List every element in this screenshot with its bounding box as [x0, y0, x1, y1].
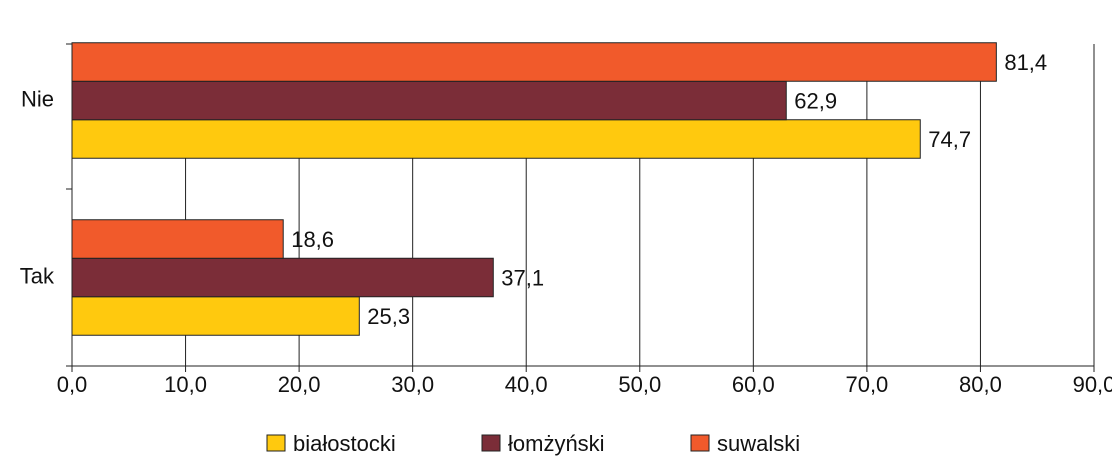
x-tick-label: 30,0	[391, 372, 434, 397]
data-label: 74,7	[928, 127, 971, 152]
x-tick-label: 10,0	[164, 372, 207, 397]
y-tick-label: Tak	[20, 263, 55, 288]
bar	[71, 80, 787, 121]
legend-swatch	[690, 434, 710, 452]
bar	[71, 119, 921, 159]
bar	[71, 42, 997, 82]
x-tick-label: 80,0	[959, 372, 1002, 397]
x-tick-label: 60,0	[732, 372, 775, 397]
x-tick-label: 20,0	[278, 372, 321, 397]
data-label: 25,3	[367, 304, 410, 329]
legend-swatch	[481, 434, 501, 452]
data-label: 81,4	[1004, 50, 1047, 75]
bar	[71, 257, 494, 298]
x-tick-label: 40,0	[505, 372, 548, 397]
data-label: 37,1	[501, 265, 544, 290]
bar	[71, 296, 360, 336]
legend-label: łomżyński	[508, 431, 605, 456]
bar	[71, 219, 284, 259]
legend-swatch	[266, 434, 286, 452]
data-label: 18,6	[291, 227, 334, 252]
x-tick-label: 90,0	[1073, 372, 1112, 397]
x-tick-label: 50,0	[618, 372, 661, 397]
x-tick-label: 0,0	[57, 372, 88, 397]
data-label: 62,9	[794, 88, 837, 113]
x-tick-label: 70,0	[845, 372, 888, 397]
y-tick-label: Nie	[21, 86, 54, 111]
legend-label: suwalski	[717, 431, 800, 456]
legend-label: białostocki	[293, 431, 396, 456]
